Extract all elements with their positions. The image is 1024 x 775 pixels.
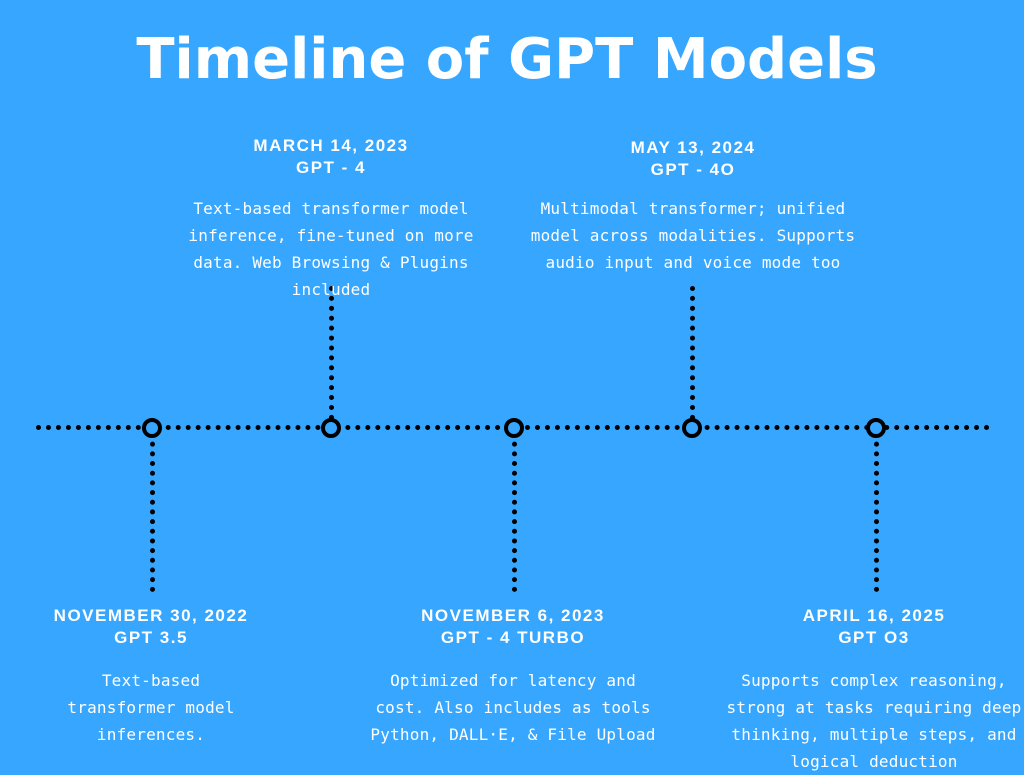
connector-line-3 [512,432,517,592]
timeline-node-1 [142,418,162,438]
connector-line-5 [874,432,879,592]
event-gpt-4: MARCH 14, 2023 GPT - 4 Text-based transf… [160,135,502,303]
event-date: MARCH 14, 2023 [253,136,409,155]
event-description: Text-based transformer model inferences. [67,671,235,744]
event-description: Multimodal transformer; unified model ac… [530,199,856,272]
event-model: GPT - 4O [650,160,736,179]
event-date: MAY 13, 2024 [630,138,756,157]
event-date: NOVEMBER 6, 2023 [421,606,605,625]
event-gpt-4-turbo: NOVEMBER 6, 2023 GPT - 4 TURBO Optimized… [362,605,664,748]
timeline-node-3 [504,418,524,438]
event-description: Text-based transformer model inference, … [188,199,474,299]
event-model: GPT 3.5 [114,628,188,647]
event-gpt-o3: APRIL 16, 2025 GPT O3 Supports complex r… [726,605,1022,775]
event-model: GPT O3 [838,628,910,647]
event-model: GPT - 4 TURBO [440,628,586,647]
event-description: Supports complex reasoning, strong at ta… [726,671,1022,771]
event-description: Optimized for latency and cost. Also inc… [370,671,656,744]
event-gpt-3-5: NOVEMBER 30, 2022 GPT 3.5 Text-based tra… [20,605,282,748]
connector-line-1 [150,432,155,592]
event-date: NOVEMBER 30, 2022 [53,606,249,625]
timeline-node-5 [866,418,886,438]
connector-line-4 [690,286,695,420]
event-date: APRIL 16, 2025 [802,606,946,625]
timeline-node-4 [682,418,702,438]
page-title: Timeline of GPT Models [136,27,878,92]
timeline-node-2 [321,418,341,438]
event-gpt-4o: MAY 13, 2024 GPT - 4O Multimodal transfo… [522,137,864,276]
connector-line-2 [329,286,334,420]
event-model: GPT - 4 [295,158,366,177]
